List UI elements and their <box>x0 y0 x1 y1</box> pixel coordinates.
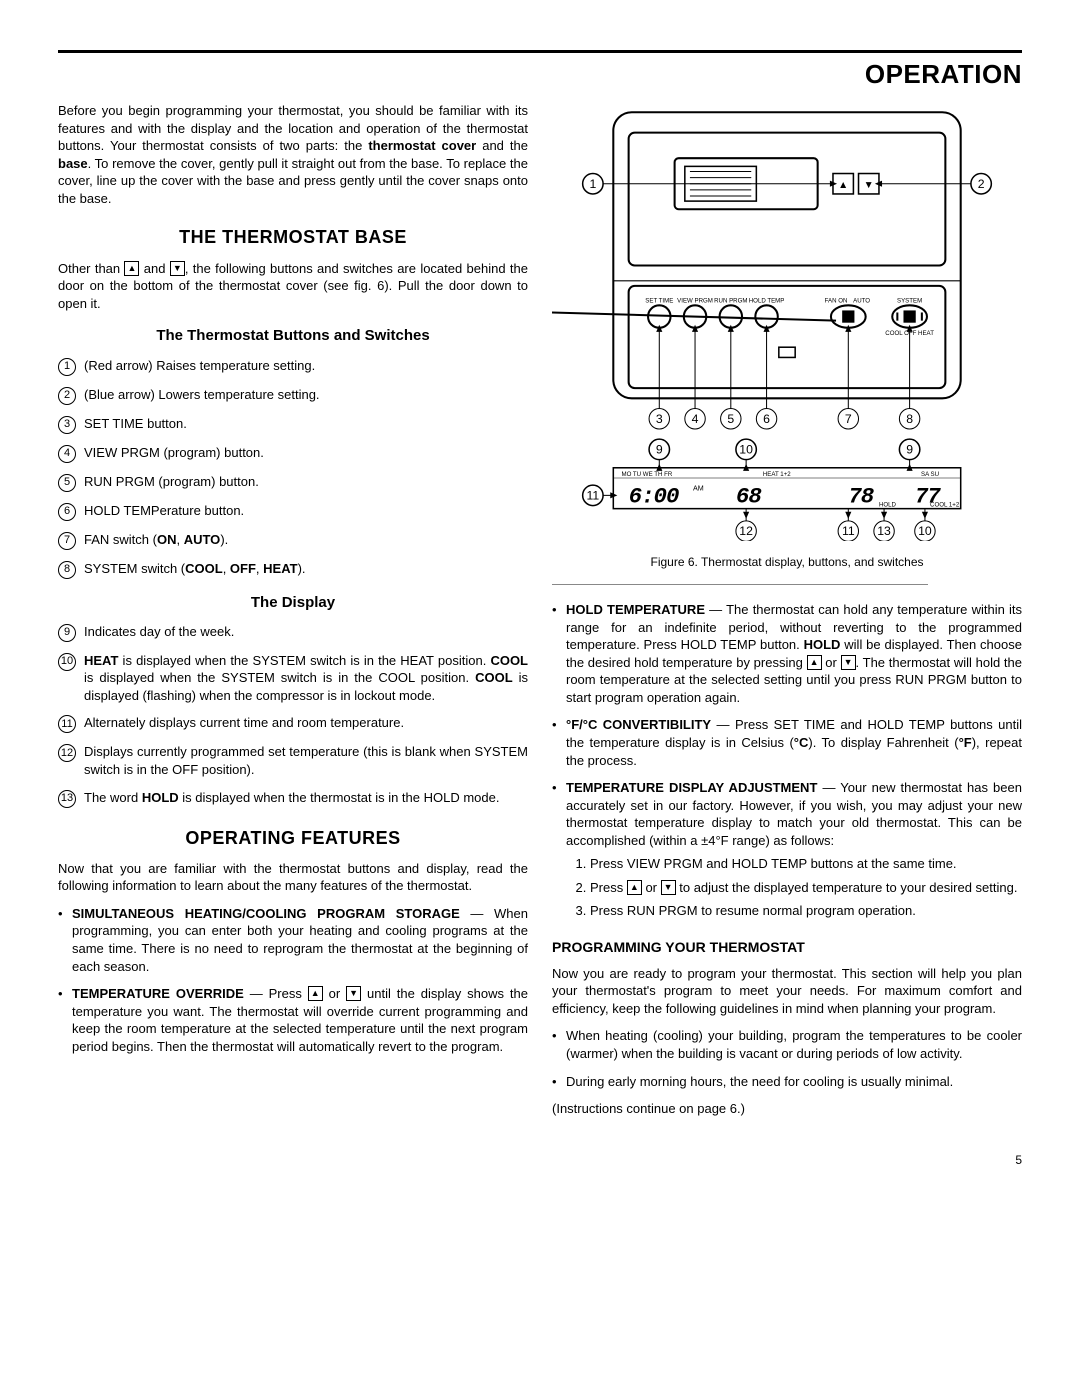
svg-text:▲: ▲ <box>838 180 848 191</box>
svg-text:COOL 1+2: COOL 1+2 <box>930 502 960 509</box>
svg-text:11: 11 <box>587 489 600 503</box>
svg-text:78: 78 <box>848 484 873 510</box>
circled-5: 5 <box>58 474 76 492</box>
svg-text:2: 2 <box>978 177 985 191</box>
svg-text:SET TIME: SET TIME <box>645 297 673 304</box>
svg-text:13: 13 <box>877 524 891 538</box>
feature-override: TEMPERATURE OVERRIDE — Press ▲ or ▼ unti… <box>72 985 528 1055</box>
circled-9: 9 <box>58 624 76 642</box>
top-rule <box>58 50 1022 53</box>
up-arrow-icon: ▲ <box>807 655 822 670</box>
prog-guidelines: When heating (cooling) your building, pr… <box>552 1027 1022 1090</box>
svg-text:68: 68 <box>736 484 761 510</box>
features-list-left: SIMULTANEOUS HEATING/COOLING PROGRAM STO… <box>58 905 528 1055</box>
circled-11: 11 <box>58 715 76 733</box>
svg-text:3: 3 <box>656 412 663 426</box>
down-arrow-icon: ▼ <box>841 655 856 670</box>
circled-2: 2 <box>58 387 76 405</box>
svg-text:6:00: 6:00 <box>629 484 679 510</box>
buttons-list: 1(Red arrow) Raises temperature setting.… <box>58 357 528 579</box>
feature-adjust: TEMPERATURE DISPLAY ADJUSTMENT — Your ne… <box>566 779 1022 920</box>
svg-text:9: 9 <box>906 443 913 457</box>
thermostat-svg: ▲ ▼ SET TIME VIEW PRGM RUN PRGM HOLD TEM… <box>552 102 1022 541</box>
svg-text:6: 6 <box>763 412 770 426</box>
svg-text:HOLD TEMP: HOLD TEMP <box>749 297 785 304</box>
display-list: 9Indicates day of the week. 10HEAT is di… <box>58 623 528 808</box>
svg-text:SA SU: SA SU <box>921 471 939 478</box>
circled-13: 13 <box>58 790 76 808</box>
right-column: ▲ ▼ SET TIME VIEW PRGM RUN PRGM HOLD TEM… <box>552 102 1022 1128</box>
svg-text:HOLD: HOLD <box>879 502 897 509</box>
continue-note: (Instructions continue on page 6.) <box>552 1100 1022 1118</box>
circled-1: 1 <box>58 358 76 376</box>
svg-text:7: 7 <box>845 412 852 426</box>
svg-text:AM: AM <box>693 484 704 492</box>
figure-rule <box>552 584 928 585</box>
adjust-steps: Press VIEW PRGM and HOLD TEMP buttons at… <box>566 855 1022 920</box>
circled-7: 7 <box>58 532 76 550</box>
svg-text:VIEW PRGM: VIEW PRGM <box>677 297 713 304</box>
svg-text:9: 9 <box>656 443 663 457</box>
feature-hold: HOLD TEMPERATURE — The thermostat can ho… <box>566 601 1022 706</box>
base-paragraph: Other than ▲ and ▼, the following button… <box>58 260 528 313</box>
prog-intro: Now you are ready to program your thermo… <box>552 965 1022 1018</box>
svg-text:5: 5 <box>727 412 734 426</box>
page-title: OPERATION <box>58 57 1022 92</box>
feature-convert: °F/°C CONVERTIBILITY — Press SET TIME an… <box>566 716 1022 769</box>
heading-programming: PROGRAMMING YOUR THERMOSTAT <box>552 938 1022 957</box>
svg-text:FAN ON: FAN ON <box>825 297 848 304</box>
svg-text:1: 1 <box>589 177 596 191</box>
circled-8: 8 <box>58 561 76 579</box>
down-arrow-icon: ▼ <box>170 261 185 276</box>
svg-text:10: 10 <box>739 443 753 457</box>
svg-text:4: 4 <box>692 412 699 426</box>
circled-12: 12 <box>58 744 76 762</box>
down-arrow-icon: ▼ <box>346 986 361 1001</box>
circled-6: 6 <box>58 503 76 521</box>
content-columns: Before you begin programming your thermo… <box>58 102 1022 1128</box>
page-number: 5 <box>58 1152 1022 1168</box>
intro-paragraph: Before you begin programming your thermo… <box>58 102 528 207</box>
figure-caption: Figure 6. Thermostat display, buttons, a… <box>552 554 1022 570</box>
circled-3: 3 <box>58 416 76 434</box>
svg-text:AUTO: AUTO <box>853 297 870 304</box>
svg-text:RUN PRGM: RUN PRGM <box>714 297 747 304</box>
svg-text:10: 10 <box>918 524 932 538</box>
thermostat-figure: ▲ ▼ SET TIME VIEW PRGM RUN PRGM HOLD TEM… <box>552 102 1022 546</box>
up-arrow-icon: ▲ <box>124 261 139 276</box>
features-list-right: HOLD TEMPERATURE — The thermostat can ho… <box>552 601 1022 920</box>
svg-text:HEAT 1+2: HEAT 1+2 <box>763 471 791 478</box>
svg-text:12: 12 <box>739 524 753 538</box>
heading-thermostat-base: THE THERMOSTAT BASE <box>58 225 528 249</box>
svg-text:MO TU WE TH FR: MO TU WE TH FR <box>621 471 672 478</box>
svg-text:▼: ▼ <box>864 180 874 191</box>
svg-text:8: 8 <box>906 412 913 426</box>
circled-10: 10 <box>58 653 76 671</box>
circled-4: 4 <box>58 445 76 463</box>
heading-operating-features: OPERATING FEATURES <box>58 826 528 850</box>
up-arrow-icon: ▲ <box>627 880 642 895</box>
opfeat-intro: Now that you are familiar with the therm… <box>58 860 528 895</box>
feature-storage: SIMULTANEOUS HEATING/COOLING PROGRAM STO… <box>72 905 528 975</box>
up-arrow-icon: ▲ <box>308 986 323 1001</box>
down-arrow-icon: ▼ <box>661 880 676 895</box>
heading-display: The Display <box>58 593 528 613</box>
svg-text:SYSTEM: SYSTEM <box>897 297 922 304</box>
left-column: Before you begin programming your thermo… <box>58 102 528 1128</box>
svg-text:11: 11 <box>842 524 855 538</box>
heading-buttons-switches: The Thermostat Buttons and Switches <box>58 326 528 346</box>
